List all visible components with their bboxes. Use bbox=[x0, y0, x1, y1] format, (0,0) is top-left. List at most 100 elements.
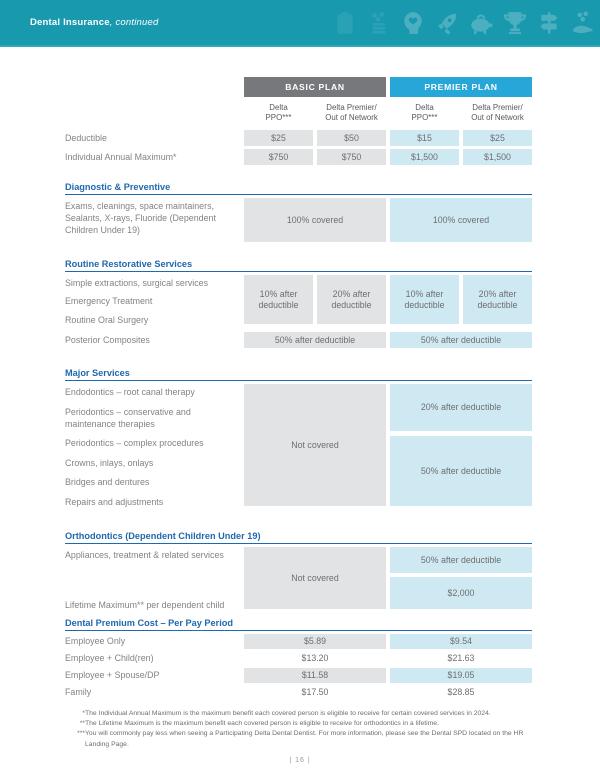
restorative-row-group: Simple extractions, surgical services Em… bbox=[65, 275, 532, 328]
posterior-composites-row: Posterior Composites 50% after deductibl… bbox=[65, 332, 532, 348]
footnote-marker: ** bbox=[79, 720, 85, 728]
clipboard-icon bbox=[332, 10, 358, 36]
row-label: Bridges and dentures bbox=[65, 477, 150, 488]
value-cell: $9.54 bbox=[390, 634, 532, 649]
section-heading: Dental Premium Cost – Per Pay Period bbox=[65, 618, 532, 631]
footnote-text: The Individual Annual Maximum is the max… bbox=[85, 710, 491, 717]
head-heart-icon bbox=[400, 10, 426, 36]
piggy-bank-icon bbox=[468, 10, 494, 36]
major-row-group: Endodontics – root canal therapy Periodo… bbox=[65, 384, 532, 510]
column-header-premier-oon: Delta Premier/Out of Network bbox=[471, 102, 524, 122]
value-cell: $50 bbox=[317, 130, 386, 146]
value-cell: $750 bbox=[244, 149, 313, 165]
value-cell: 20% after deductible bbox=[463, 275, 532, 324]
row-label: Emergency Treatment bbox=[65, 296, 153, 307]
footnote-text: You will commonly pay less when seeing a… bbox=[85, 730, 524, 748]
value-cell: $25 bbox=[463, 130, 532, 146]
page-title-bold: Dental Insurance bbox=[30, 17, 110, 28]
footnotes: *The Individual Annual Maximum is the ma… bbox=[71, 709, 543, 750]
section-heading: Routine Restorative Services bbox=[65, 259, 532, 272]
value-cell: Not covered bbox=[244, 547, 386, 609]
rocket-icon bbox=[434, 10, 460, 36]
signpost-icon bbox=[536, 10, 562, 36]
benefits-table: BASIC PLAN PREMIER PLAN Delta PPO*** Delt… bbox=[65, 77, 532, 700]
value-cell: 10% after deductible bbox=[244, 275, 313, 324]
section-orthodontics: Orthodontics (Dependent Children Under 1… bbox=[65, 531, 532, 613]
value-cell: 50% after deductible bbox=[390, 332, 532, 348]
column-header-premier-ppo: Delta PPO*** bbox=[411, 102, 438, 122]
row-label: Crowns, inlays, onlays bbox=[65, 457, 154, 468]
footnote: **The Lifetime Maximum is the maximum be… bbox=[71, 719, 543, 729]
value-cell: 100% covered bbox=[390, 198, 532, 242]
value-cell: Not covered bbox=[244, 384, 386, 506]
section-heading: Major Services bbox=[65, 368, 532, 381]
value-cell: $11.58 bbox=[244, 668, 386, 683]
row-label: Endodontics – root canal therapy bbox=[65, 387, 195, 397]
value-cell: $5.89 bbox=[244, 634, 386, 649]
value-cell: $28.85 bbox=[447, 687, 475, 697]
banner-icon-strip bbox=[332, 10, 600, 36]
page-title-suffix: , continued bbox=[109, 17, 159, 28]
footnote-marker: * bbox=[82, 710, 85, 717]
page-banner: Dental Insurance, continued bbox=[0, 0, 600, 47]
section-diagnostic: Diagnostic & Preventive Exams, cleanings… bbox=[65, 182, 532, 242]
hand-coins-icon bbox=[570, 10, 596, 36]
annual-maximum-row: Individual Annual Maximum* $750 $750 $1,… bbox=[65, 149, 532, 165]
row-label-stack: Appliances, treatment & related services… bbox=[65, 547, 240, 613]
row-label: Family bbox=[65, 687, 92, 698]
row-label: Individual Annual Maximum* bbox=[65, 151, 177, 162]
value-cell: 20% after deductible bbox=[390, 384, 532, 431]
premier-cell-stack: 20% after deductible 50% after deductibl… bbox=[390, 384, 532, 506]
coin-stack-icon bbox=[366, 10, 392, 36]
section-restorative: Routine Restorative Services Simple extr… bbox=[65, 259, 532, 348]
value-cell: 50% after deductible bbox=[390, 547, 532, 573]
deductible-row: Deductible $25 $50 $15 $25 bbox=[65, 130, 532, 146]
diagnostic-row: Exams, cleanings, space maintainers, Sea… bbox=[65, 198, 532, 242]
value-cell: $17.50 bbox=[301, 687, 329, 697]
value-cell: $1,500 bbox=[463, 149, 532, 165]
value-cell: 100% covered bbox=[244, 198, 386, 242]
row-label: Periodontics – conservative and maintena… bbox=[65, 406, 191, 429]
row-label: Lifetime Maximum** per dependent child bbox=[65, 599, 225, 610]
premium-row: Family $17.50 $28.85 bbox=[65, 685, 532, 700]
row-label-stack: Endodontics – root canal therapy Periodo… bbox=[65, 384, 240, 510]
footnote: ***You will commonly pay less when seein… bbox=[71, 729, 543, 749]
trophy-icon bbox=[502, 10, 528, 36]
value-cell: $2,000 bbox=[390, 577, 532, 609]
row-label: Routine Oral Surgery bbox=[65, 314, 149, 325]
premium-row: Employee Only $5.89 $9.54 bbox=[65, 634, 532, 649]
value-cell: 20% after deductible bbox=[317, 275, 386, 324]
section-heading: Orthodontics (Dependent Children Under 1… bbox=[65, 531, 532, 544]
value-cell: 50% after deductible bbox=[244, 332, 386, 348]
row-label: Employee + Child(ren) bbox=[65, 653, 154, 664]
page-title: Dental Insurance, continued bbox=[30, 17, 158, 28]
value-cell: 50% after deductible bbox=[390, 436, 532, 506]
column-header-basic-oon: Delta Premier/Out of Network bbox=[325, 102, 378, 122]
value-cell: $21.63 bbox=[447, 653, 475, 663]
value-cell: 10% after deductible bbox=[390, 275, 459, 324]
section-heading: Diagnostic & Preventive bbox=[65, 182, 532, 195]
footnote-marker: *** bbox=[77, 730, 85, 738]
premium-row: Employee + Child(ren) $13.20 $21.63 bbox=[65, 651, 532, 666]
row-label: Simple extractions, surgical services bbox=[65, 278, 209, 288]
row-label: Repairs and adjustments bbox=[65, 496, 164, 507]
row-label: Appliances, treatment & related services bbox=[65, 550, 224, 560]
row-label: Posterior Composites bbox=[65, 334, 150, 345]
value-cell: $750 bbox=[317, 149, 386, 165]
premier-cell-stack: 50% after deductible $2,000 bbox=[390, 547, 532, 609]
orthodontics-row-group: Appliances, treatment & related services… bbox=[65, 547, 532, 613]
footnote: *The Individual Annual Maximum is the ma… bbox=[71, 709, 543, 719]
plan-header-row: BASIC PLAN PREMIER PLAN bbox=[65, 77, 532, 97]
section-major: Major Services Endodontics – root canal … bbox=[65, 368, 532, 510]
row-label: Periodontics – complex procedures bbox=[65, 438, 204, 449]
row-label: Deductible bbox=[65, 132, 107, 143]
value-cell: $15 bbox=[390, 130, 459, 146]
section-premium-cost: Dental Premium Cost – Per Pay Period Emp… bbox=[65, 618, 532, 700]
row-label: Exams, cleanings, space maintainers, Sea… bbox=[65, 201, 216, 236]
value-cell: $13.20 bbox=[301, 653, 329, 663]
row-label: Employee + Spouse/DP bbox=[65, 670, 160, 681]
premium-row: Employee + Spouse/DP $11.58 $19.05 bbox=[65, 668, 532, 683]
row-label: Employee Only bbox=[65, 636, 126, 647]
basic-plan-header: BASIC PLAN bbox=[244, 77, 386, 97]
value-cell: $1,500 bbox=[390, 149, 459, 165]
